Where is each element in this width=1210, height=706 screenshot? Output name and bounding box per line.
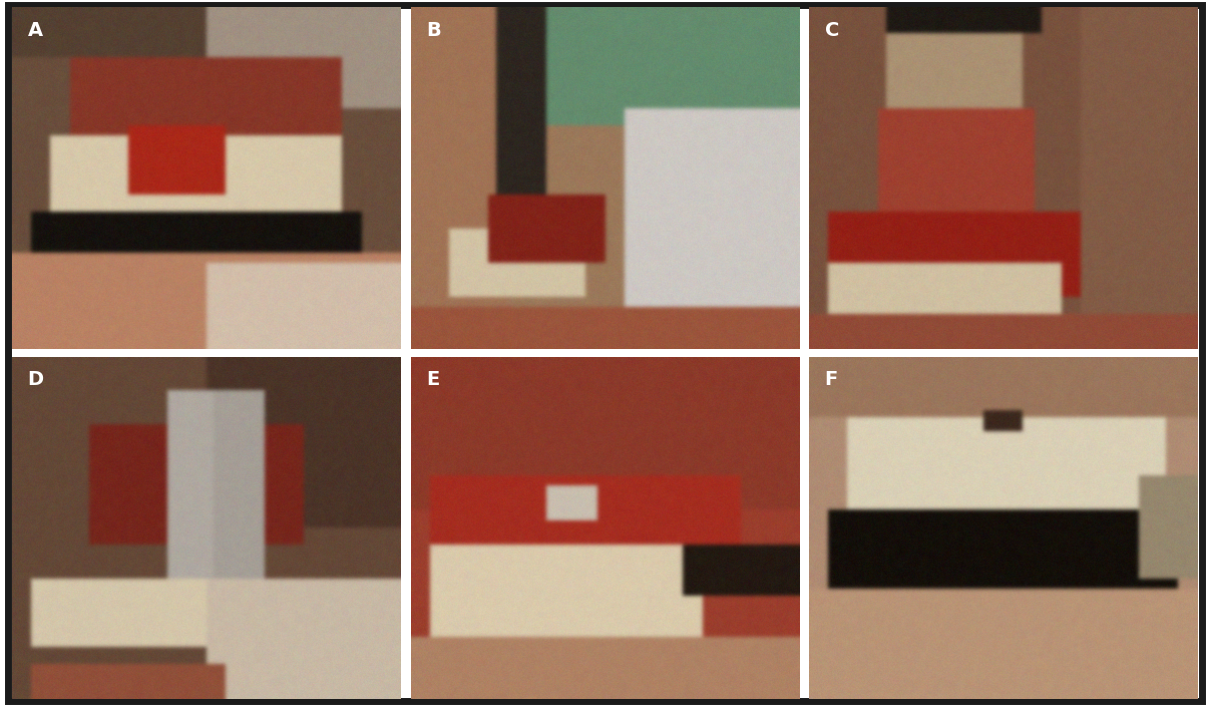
Text: D: D (28, 370, 44, 389)
Text: A: A (28, 20, 42, 40)
Text: E: E (426, 370, 439, 389)
Text: B: B (426, 20, 440, 40)
Text: C: C (825, 20, 839, 40)
Text: F: F (825, 370, 837, 389)
